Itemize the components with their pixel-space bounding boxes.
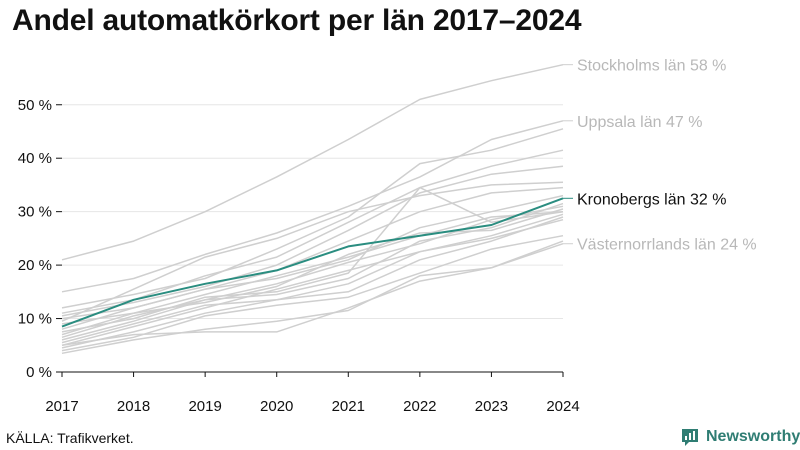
x-tick-label: 2023 [475,398,508,415]
y-tick-label: 20 % [18,257,52,274]
series-line [61,149,564,314]
series-line [61,208,564,336]
series-line [61,216,564,349]
series-line [61,120,564,293]
x-tick-label: 2020 [260,398,293,415]
series-line [61,128,564,309]
brand-logo[interactable]: Newsworthy [680,426,800,448]
series-end-label: Stockholms län 58 % [577,58,726,75]
y-tick-label: 30 % [18,204,52,221]
y-tick-label: 50 % [18,97,52,114]
series-line [61,202,564,341]
series-line [61,213,564,344]
series-line [61,186,564,333]
y-tick-label: 40 % [18,150,52,167]
x-tick-label: 2019 [188,398,221,415]
brand-name: Newsworthy [706,428,800,445]
series-line [61,205,564,339]
x-tick-label: 2022 [403,398,436,415]
series-line [61,165,564,317]
series-line [61,234,564,352]
series-line [61,63,564,261]
y-tick-label: 10 % [18,311,52,328]
x-tick-label: 2024 [546,398,579,415]
series-line [61,181,564,322]
x-tick-label: 2017 [45,398,78,415]
series-end-label: Kronobergs län 32 % [577,191,726,208]
series-line [61,194,564,330]
x-tick-label: 2021 [332,398,365,415]
series-line [61,218,564,347]
y-tick-label: 0 % [26,364,52,381]
newsworthy-logo-icon [682,429,698,446]
x-tick-label: 2018 [117,398,150,415]
series-line-highlight [61,197,564,328]
source-note: KÄLLA: Trafikverket. [6,430,134,446]
series-line [61,210,564,325]
series-line [61,240,564,355]
series-end-label: Västernorrlands län 24 % [577,237,757,254]
series-end-label: Uppsala län 47 % [577,114,702,131]
chart-title: Andel automatkörkort per län 2017–2024 [12,4,582,37]
